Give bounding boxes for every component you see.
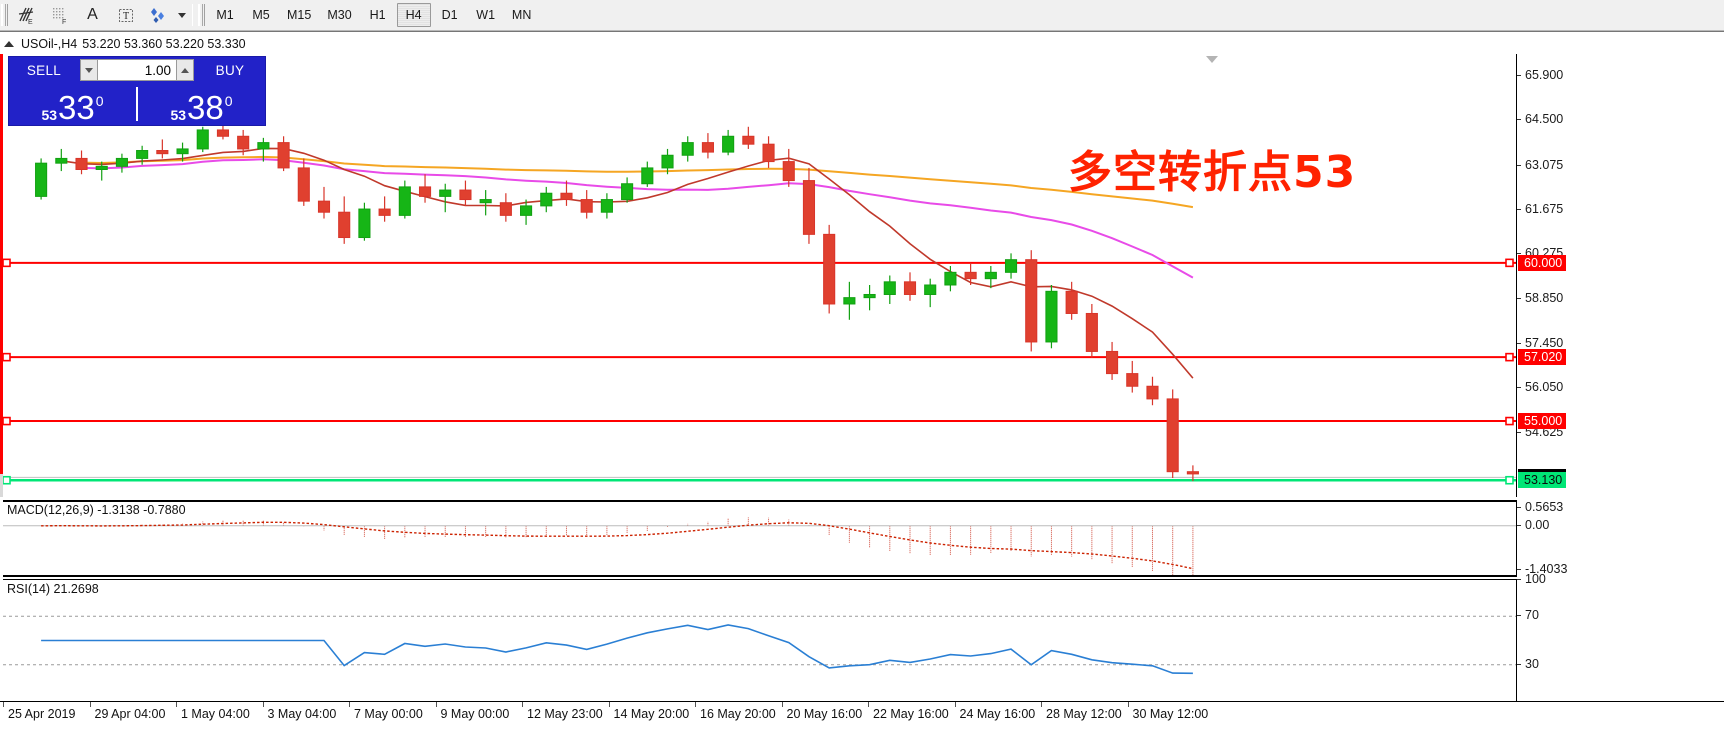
time-tick: 1 May 04:00	[176, 702, 250, 721]
buy-price[interactable]: 53 38 0	[138, 83, 265, 125]
text-label-icon[interactable]: T	[110, 2, 141, 28]
time-tick: 12 May 23:00	[522, 702, 603, 721]
volume-input[interactable]: 1.00	[98, 59, 176, 81]
time-tick: 16 May 20:00	[695, 702, 776, 721]
text-a-icon[interactable]: A	[87, 6, 98, 23]
price-scale[interactable]: 65.900 64.500 63.075 61.675 60.275 58.850 57.4…	[1516, 54, 1724, 497]
rsi-subwindow[interactable]: RSI(14) 21.2698	[3, 579, 1516, 701]
grid-f-icon[interactable]: F	[44, 2, 75, 28]
timeframe-mn[interactable]: MN	[511, 8, 532, 22]
time-tick: 3 May 04:00	[262, 702, 337, 721]
time-tick: 22 May 16:00	[868, 702, 949, 721]
collapse-triangle-icon[interactable]	[4, 41, 14, 47]
trade-panel-prices: 53 33 0 53 38 0	[9, 83, 265, 125]
svg-text:E: E	[28, 19, 33, 25]
timeframe-m30[interactable]: M30	[327, 8, 352, 22]
sell-price-integer: 53	[41, 107, 58, 123]
price-tick: 65.900	[1517, 68, 1563, 82]
chevron-up-icon	[181, 67, 189, 73]
macd-scale: 0.5653 0.00 -1.4033	[1516, 500, 1724, 577]
left-edge-price-marker	[0, 54, 3, 474]
price-badge[interactable]: 57.020	[1518, 349, 1567, 366]
ohlc-label: 53.220 53.360 53.220 53.330	[82, 37, 246, 51]
price-tick: 57.450	[1517, 336, 1563, 350]
timeframe-m15[interactable]: M15	[287, 8, 312, 22]
objects-icon[interactable]	[143, 2, 174, 28]
volume-decrease-button[interactable]	[80, 59, 98, 81]
symbol-label: USOil-,H4	[21, 37, 78, 51]
main-toolbar: E F A T	[0, 0, 1724, 31]
chart-top-marker-icon	[1206, 56, 1218, 63]
timeframe-grip[interactable]	[198, 4, 205, 26]
buy-price-integer: 53	[170, 107, 187, 123]
time-tick: 9 May 00:00	[435, 702, 510, 721]
buy-button[interactable]: BUY	[215, 62, 245, 78]
chart-annotation-text: 多空转折点53	[1068, 147, 1357, 198]
one-click-trading-panel[interactable]: SELL 1.00 BUY 53 33 0 53 38 0	[8, 56, 266, 126]
time-axis[interactable]: 25 Apr 2019 29 Apr 04:00 1 May 04:00 3 May …	[0, 701, 1724, 755]
price-badge[interactable]: 53.130	[1518, 472, 1567, 489]
timeframe-m5[interactable]: M5	[252, 8, 270, 22]
macd-tick: -1.4033	[1517, 562, 1567, 576]
sell-price[interactable]: 53 33 0	[9, 83, 136, 125]
timeframe-d1[interactable]: D1	[441, 8, 458, 22]
time-tick: 20 May 16:00	[781, 702, 863, 721]
chevron-down-icon	[85, 67, 93, 73]
sell-price-main: 33	[58, 89, 95, 126]
buy-price-fraction: 0	[224, 93, 233, 109]
time-tick: 28 May 12:00	[1041, 702, 1122, 721]
macd-tick: 0.00	[1517, 518, 1549, 532]
sell-price-fraction: 0	[95, 93, 104, 109]
svg-text:T: T	[122, 11, 128, 22]
rsi-scale: 100 70 30	[1516, 572, 1724, 701]
time-tick: 25 Apr 2019	[2, 702, 76, 721]
volume-stepper[interactable]: 1.00	[80, 59, 194, 81]
price-tick: 58.850	[1517, 291, 1563, 305]
price-tick: 56.050	[1517, 380, 1563, 394]
rsi-chart-svg	[3, 615, 1516, 675]
timeframe-h4[interactable]: H4	[396, 3, 431, 27]
svg-text:F: F	[62, 19, 66, 25]
timeframe-h1[interactable]: H1	[369, 8, 386, 22]
time-tick: 14 May 20:00	[608, 702, 690, 721]
macd-tick: 0.5653	[1517, 500, 1563, 514]
time-tick: 30 May 12:00	[1127, 702, 1209, 721]
timeframe-m1[interactable]: M1	[216, 8, 234, 22]
time-tick: 29 Apr 04:00	[89, 702, 166, 721]
rsi-tick: 30	[1517, 657, 1539, 671]
trade-panel-top-row: SELL 1.00 BUY	[9, 57, 265, 83]
chart-window: USOil-,H4 53.220 53.360 53.220 53.330 多空…	[0, 31, 1724, 754]
quote-header: USOil-,H4 53.220 53.360 53.220 53.330	[4, 36, 246, 52]
dropdown-caret-icon[interactable]	[175, 2, 188, 28]
volume-increase-button[interactable]	[176, 59, 194, 81]
rsi-tick: 100	[1517, 572, 1546, 586]
timeframe-w1[interactable]: W1	[476, 8, 496, 22]
toolbar-grip[interactable]	[1, 4, 8, 26]
toolbar-separator	[192, 4, 193, 26]
trade-panel-divider	[136, 87, 138, 121]
buy-price-main: 38	[187, 89, 224, 126]
sell-button[interactable]: SELL	[26, 62, 62, 78]
time-tick: 7 May 00:00	[349, 702, 423, 721]
price-badge[interactable]: 60.000	[1518, 254, 1567, 271]
crosshair-e-icon[interactable]: E	[11, 2, 42, 28]
rsi-tick: 70	[1517, 608, 1539, 622]
price-tick: 61.675	[1517, 202, 1563, 216]
price-tick: 63.075	[1517, 158, 1563, 172]
price-plot-area[interactable]	[3, 54, 1516, 497]
price-tick: 64.500	[1517, 112, 1563, 126]
rsi-label: RSI(14) 21.2698	[7, 582, 99, 596]
macd-chart-svg	[3, 517, 1516, 585]
price-badge[interactable]: 55.000	[1518, 413, 1567, 430]
time-tick: 24 May 16:00	[954, 702, 1036, 721]
macd-label: MACD(12,26,9) -1.3138 -0.7880	[7, 503, 186, 517]
macd-subwindow[interactable]: MACD(12,26,9) -1.3138 -0.7880	[3, 500, 1516, 585]
price-chart-svg	[3, 117, 1516, 485]
